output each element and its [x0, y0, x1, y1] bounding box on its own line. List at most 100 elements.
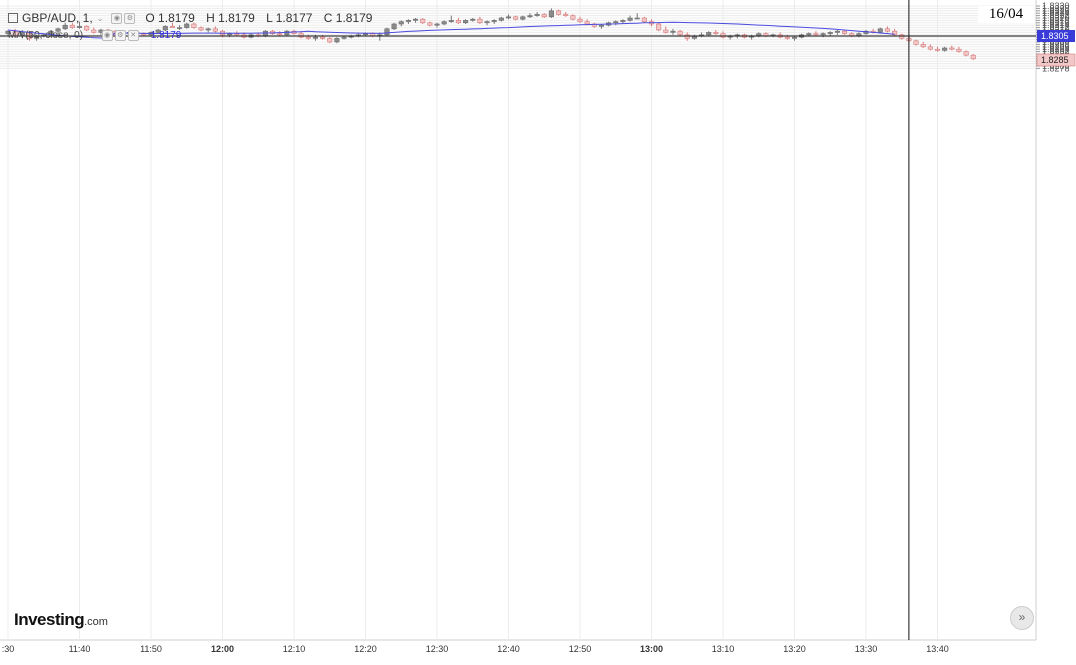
- candle-body: [391, 23, 397, 30]
- candle: [5, 30, 11, 36]
- ma-label[interactable]: MA (50, close, 0): [8, 30, 84, 41]
- candle-body: [76, 26, 83, 28]
- settings-icon[interactable]: ⚙: [124, 12, 136, 24]
- y-tick-label: 1.8278: [1042, 63, 1070, 73]
- chevron-down-icon[interactable]: ⌄: [96, 13, 104, 23]
- y-tick-label: 1.8326: [1042, 6, 1070, 16]
- close-value: C 1.8179: [323, 11, 373, 25]
- candle: [806, 32, 812, 36]
- candle: [341, 36, 347, 40]
- candle-body: [563, 14, 569, 16]
- candle-body: [155, 29, 161, 33]
- price-axis[interactable]: 1.82781.82801.82821.82841.82861.82881.82…: [1036, 1, 1076, 73]
- candle-body: [191, 23, 197, 28]
- candle: [591, 22, 597, 28]
- candle-body: [577, 18, 583, 22]
- candle-body: [298, 33, 304, 38]
- candle-body: [441, 21, 447, 25]
- candle: [91, 27, 97, 34]
- candle: [484, 20, 490, 26]
- crosshair-date-label: 16/04: [978, 6, 1034, 23]
- candle: [384, 27, 390, 36]
- candle: [169, 22, 175, 28]
- collapse-icon[interactable]: [8, 13, 18, 23]
- candle-body: [5, 30, 11, 34]
- candle: [62, 22, 68, 30]
- candle-body: [312, 36, 319, 39]
- series-controls: ◉ ⚙: [109, 12, 136, 24]
- candle: [184, 22, 190, 29]
- candle-body: [412, 18, 419, 21]
- x-tick-label: 13:20: [783, 644, 806, 654]
- candle: [949, 45, 955, 51]
- candle-body: [205, 28, 211, 31]
- candle-body: [184, 23, 190, 28]
- candle-body: [448, 20, 454, 22]
- eye-icon[interactable]: ◉: [101, 30, 113, 41]
- ma-legend: MA (50, close, 0) ⌄ ◉ ⚙ ✕ 1.8179: [8, 30, 181, 41]
- candle: [69, 22, 75, 29]
- candle: [627, 15, 633, 22]
- high-value: H 1.8179: [206, 11, 255, 25]
- candle-body: [877, 28, 883, 33]
- candle-body: [427, 22, 433, 26]
- x-tick-label: 11:50: [140, 644, 162, 654]
- candle: [355, 33, 361, 38]
- last-price-label: 1.8285: [1041, 55, 1069, 65]
- y-tick-label: 1.8316: [1042, 18, 1070, 28]
- time-axis[interactable]: :30 11:40 11:50 12:00 12:10 12:20 12:30 12:40 12…: [2, 644, 949, 654]
- candle-body: [541, 14, 547, 18]
- candle: [970, 54, 976, 60]
- candle: [899, 33, 905, 40]
- candle-body: [706, 32, 712, 36]
- candle: [813, 31, 819, 36]
- y-tick-label: 1.8298: [1042, 39, 1070, 49]
- grid: [0, 0, 1037, 641]
- candle-body: [234, 33, 240, 36]
- x-tick-label: 13:30: [855, 644, 878, 654]
- candle: [942, 46, 948, 52]
- candle-body: [820, 33, 826, 36]
- candle: [598, 24, 605, 29]
- x-tick-label: 13:10: [712, 644, 735, 654]
- ohlc-values: O 1.8179 H 1.8179 L 1.8177 C 1.8179: [145, 11, 380, 25]
- candle-body: [920, 44, 926, 48]
- candle-body: [484, 21, 490, 24]
- candle: [398, 20, 404, 27]
- candle: [663, 26, 669, 34]
- close-icon[interactable]: ✕: [127, 30, 139, 41]
- chevron-down-icon[interactable]: ⌄: [87, 31, 94, 40]
- candle-body: [841, 30, 848, 34]
- x-tick-label: :30: [2, 644, 15, 654]
- candle-body: [262, 30, 268, 37]
- candle-body: [277, 33, 283, 36]
- candle-body: [62, 24, 68, 30]
- symbol-label[interactable]: GBP/AUD, 1,: [22, 11, 93, 25]
- candle-body: [305, 36, 311, 39]
- y-tick-label: 1.8324: [1042, 8, 1070, 18]
- candle-body: [899, 34, 905, 39]
- candle: [55, 27, 61, 34]
- low-value: L 1.8177: [266, 11, 313, 25]
- settings-icon[interactable]: ⚙: [114, 30, 126, 41]
- candle-body: [784, 36, 790, 39]
- candle-body: [334, 38, 340, 43]
- y-tick-label: 1.8330: [1042, 1, 1070, 11]
- ma-value: 1.8179: [150, 30, 182, 41]
- last-price-box: [1036, 53, 1076, 67]
- candle-body: [84, 26, 90, 31]
- y-tick-label: 1.8314: [1042, 20, 1070, 30]
- candle: [284, 30, 290, 36]
- candle: [76, 21, 83, 29]
- candle-body: [284, 30, 290, 36]
- candle: [641, 16, 647, 23]
- candle-body: [463, 20, 469, 24]
- candle: [448, 15, 454, 23]
- eye-icon[interactable]: ◉: [111, 12, 123, 24]
- candle-body: [534, 14, 540, 16]
- candle-body: [963, 51, 969, 56]
- scroll-to-realtime-button[interactable]: »: [1010, 606, 1034, 630]
- candle: [455, 18, 462, 24]
